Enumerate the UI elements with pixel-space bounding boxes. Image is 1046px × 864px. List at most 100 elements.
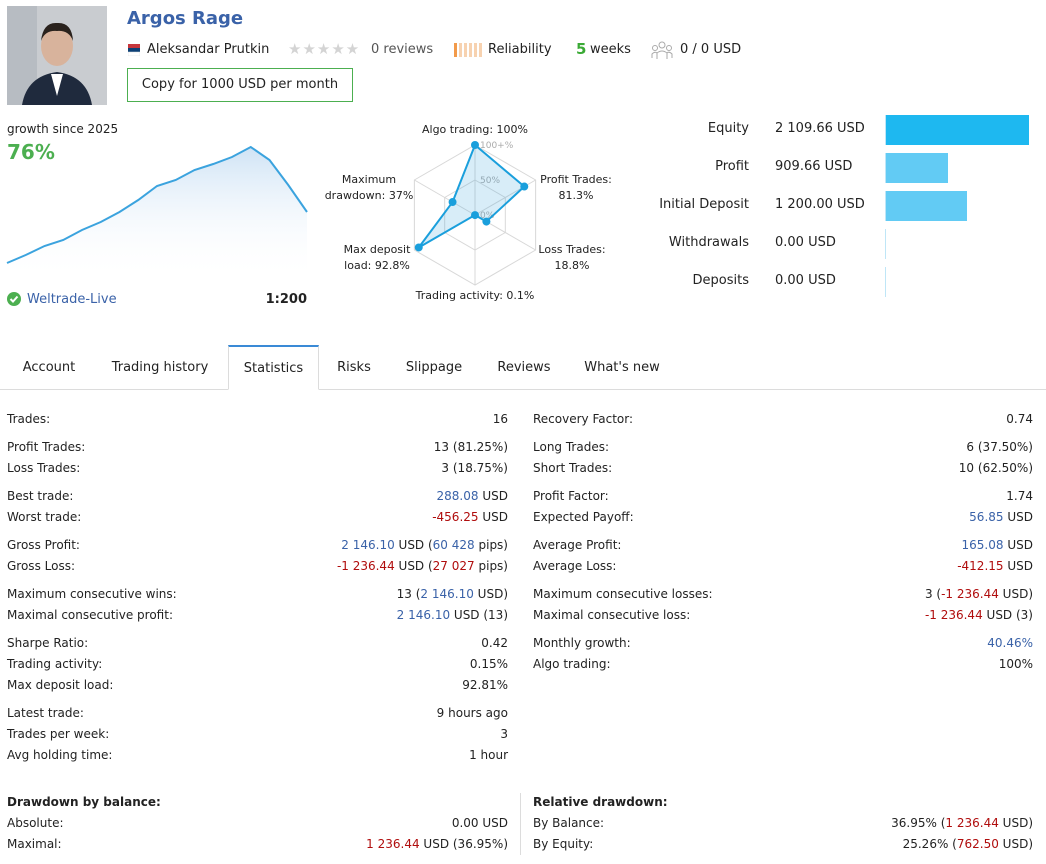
stat-group: Maximum consecutive losses: 3 (-1 236.44 … [533,584,1033,626]
stat-label: Trading activity: [7,657,103,671]
stat-row: Algo trading: 100% [533,654,1033,675]
stat-row: By Balance: 36.95% (1 236.44 USD) [533,813,1033,834]
stat-group: Trades: 16 [7,409,508,430]
stat-row: Trades: 16 [7,409,508,430]
stat-row: Max deposit load: 92.81% [7,675,508,696]
stat-group: Maximum consecutive wins: 13 (2 146.10 US… [7,584,508,626]
tab[interactable]: Slippage [405,360,463,375]
value-text: 25.26% ( [902,837,957,851]
value-number: 2 146.10 [420,587,474,601]
balance-value: 2 109.66 USD [775,121,865,136]
value-text: 92.81% [462,678,508,692]
stat-row: Short Trades: 10 (62.50%) [533,458,1033,479]
value-text: 13 ( [396,587,421,601]
stat-group: Profit Factor: 1.74 Expected Payoff: 56.85 … [533,486,1033,528]
value-text: pips) [474,538,508,552]
tab[interactable]: Risks [337,360,371,375]
value-number: 1 236.44 [366,837,420,851]
radar-point [520,182,529,191]
author[interactable]: Aleksandar Prutkin [147,42,270,57]
value-text: USD [478,510,508,524]
reviews[interactable]: 0 reviews [371,42,434,57]
stat-label: Gross Loss: [7,559,75,573]
stat-value: 0.42 [481,633,508,654]
strategy-name: Argos Rage [127,8,244,29]
stat-value: 2 146.10 USD (13) [397,605,508,626]
stat-row: Maximum consecutive wins: 13 (2 146.10 US… [7,584,508,605]
stat-value: 40.46% [987,633,1033,654]
stat-label: Monthly growth: [533,636,631,650]
reliability-icon [454,43,482,57]
value-text: USD [478,489,508,503]
value-number: 762.50 [956,837,999,851]
stat-label: Loss Trades: [7,461,81,475]
value-text: USD) [998,587,1033,601]
radar-point [482,217,491,226]
balance-value: 0.00 USD [775,273,836,288]
radar-tick-label: 100+% [480,141,514,151]
tab[interactable]: Statistics [228,345,319,390]
balance-axis [885,267,886,297]
stat-label: Long Trades: [533,440,610,454]
stat-label: Latest trade: [7,706,84,720]
stat-label: Algo trading: [533,657,611,671]
balance-value: 0.00 USD [775,235,836,250]
stat-group: Recovery Factor: 0.74 [533,409,1033,430]
stat-value: 3 (-1 236.44 USD) [925,584,1033,605]
value-text: 3 [500,727,508,741]
radar-point [471,141,479,149]
stat-value: 0.00 USD [452,813,508,834]
subscribers-icon [651,41,673,59]
drawdown-right: Relative drawdown: By Balance: 36.95% (1 2… [533,792,1033,855]
stat-value: 288.08 USD [437,486,508,507]
copy-button[interactable]: Copy for 1000 USD per month [127,68,353,102]
value-text: 3 ( [924,587,942,601]
growth-value: 76% [7,140,55,164]
stat-label: Maximum consecutive losses: [533,587,713,601]
value-text: USD [1003,510,1033,524]
value-text: 0.15% [469,657,508,671]
stat-row: Monthly growth: 40.46% [533,633,1033,654]
value-number: 40.46% [987,636,1033,650]
value-number: 2 146.10 [341,538,395,552]
value-number: 60 428 [432,538,475,552]
radar-label: Loss Trades: 18.8% [538,243,606,272]
value-text: USD (36.95%) [419,837,508,851]
balance-label: Deposits [692,273,749,288]
broker[interactable]: Weltrade-Live [27,292,117,307]
value-text: 1.74 [1006,489,1033,503]
stat-value: 100% [999,654,1033,675]
stats-left: Trades: 16 Profit Trades: 13 (81.25%) Loss T… [7,409,508,773]
value-text: USD [1003,538,1033,552]
stat-value: 6 (37.50%) [966,437,1033,458]
stat-row: Expected Payoff: 56.85 USD [533,507,1033,528]
balance-value: 1 200.00 USD [775,197,865,212]
stat-group: Profit Trades: 13 (81.25%) Loss Trades: 3 (… [7,437,508,479]
stat-value: 3 (18.75%) [441,458,508,479]
tab[interactable]: What's new [584,360,660,375]
stat-value: 36.95% (1 236.44 USD) [891,813,1033,834]
stat-label: Gross Profit: [7,538,80,552]
stat-row: Sharpe Ratio: 0.42 [7,633,508,654]
radar-point [448,198,457,207]
balance-label: Initial Deposit [659,197,749,212]
stat-row: Profit Trades: 13 (81.25%) [7,437,508,458]
value-text: 0.74 [1006,412,1033,426]
value-text: 36.95% ( [891,816,946,830]
radar-point [471,211,479,220]
radar-label: Maximum drawdown: 37% [324,173,414,202]
balance-axis [885,115,886,145]
stat-value: 0.74 [1006,409,1033,430]
tab[interactable]: Reviews [497,360,551,375]
stat-value: 1 hour [469,745,508,766]
stat-value: 165.08 USD [962,535,1033,556]
stat-label: Sharpe Ratio: [7,636,89,650]
tab[interactable]: Trading history [111,360,209,375]
balance-bar [886,153,948,183]
value-text: 0.42 [481,636,508,650]
stat-value: -456.25 USD [432,507,508,528]
stat-label: By Equity: [533,837,594,851]
tab[interactable]: Account [22,360,76,375]
tab-border [0,389,1046,390]
stat-value: 56.85 USD [969,507,1033,528]
